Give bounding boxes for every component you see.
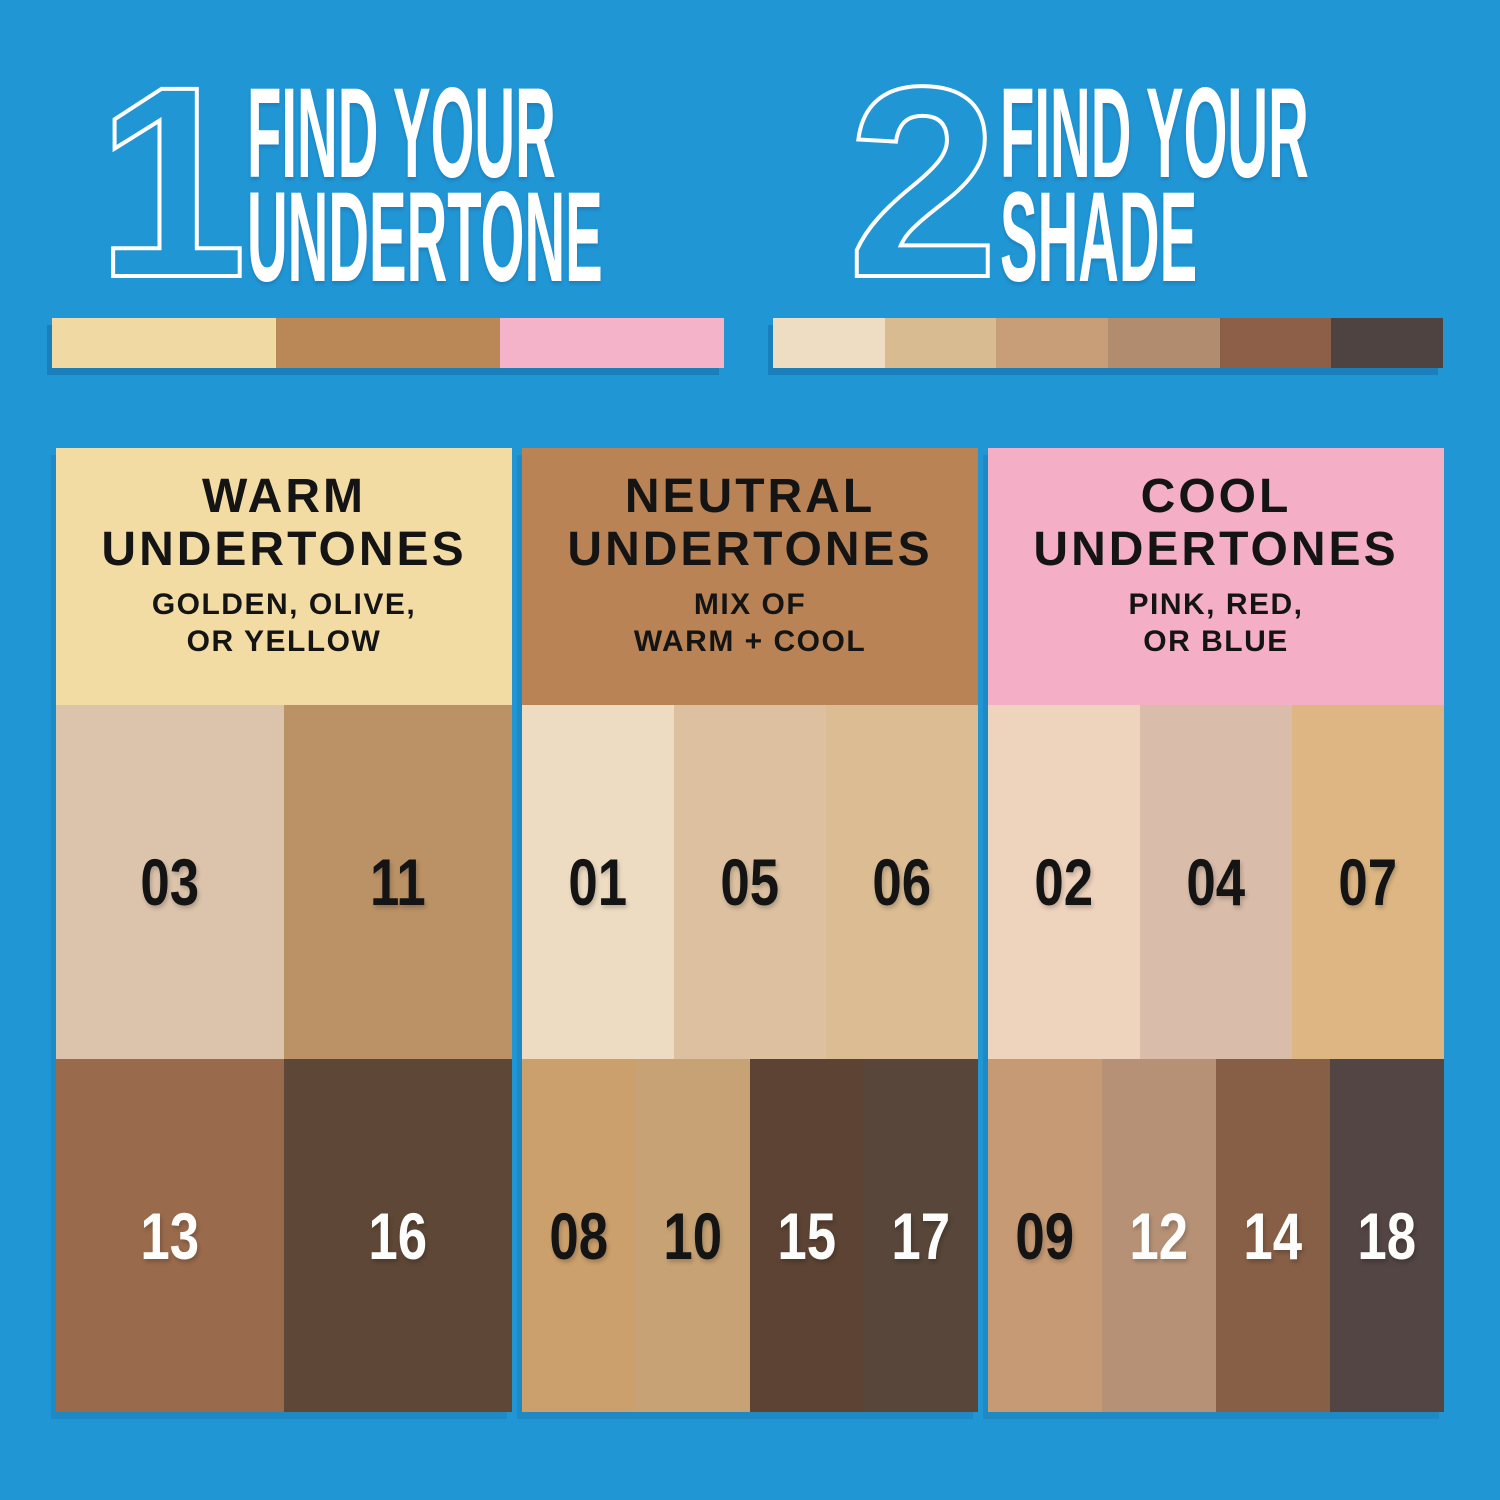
shade-swatch-16: 16: [284, 1059, 512, 1412]
undertone-strip-neutral: [276, 318, 500, 368]
warm-swatch-row-2: 13 16: [56, 1059, 512, 1412]
step-1-number: 1: [94, 30, 249, 334]
step-2-title-line2: SHADE: [1000, 166, 1198, 309]
shade-number-08: 08: [549, 1198, 609, 1273]
shade-number-15: 15: [777, 1198, 837, 1273]
cool-swatch-row-2: 09 12 14 18: [988, 1059, 1444, 1412]
column-cool-undertones: COOL UNDERTONES PINK, RED, OR BLUE 02 04…: [988, 448, 1444, 1412]
shade-number-16: 16: [368, 1198, 428, 1273]
undertone-strip-warm: [52, 318, 276, 368]
shade-strip-seg-6: [1331, 318, 1444, 368]
shade-strip-seg-1: [773, 318, 885, 368]
shade-swatch-09: 09: [988, 1059, 1102, 1412]
cool-swatch-row-1: 02 04 07: [988, 705, 1444, 1059]
shade-strip-seg-4: [1108, 318, 1220, 368]
shade-number-01: 01: [568, 845, 628, 919]
column-neutral-header: NEUTRAL UNDERTONES MIX OF WARM + COOL: [522, 448, 978, 705]
shade-swatch-03: 03: [56, 705, 284, 1059]
step-1-title-line1: FIND YOUR: [247, 62, 556, 205]
column-neutral-subtitle: MIX OF WARM + COOL: [633, 588, 867, 658]
shade-strip: [773, 318, 1444, 368]
shade-number-04: 04: [1186, 845, 1246, 919]
column-cool-title: COOL UNDERTONES: [1033, 470, 1399, 576]
shade-strip-seg-2: [884, 318, 997, 368]
shade-swatch-11: 11: [284, 705, 512, 1059]
shade-number-02: 02: [1034, 845, 1094, 919]
shade-swatch-15: 15: [750, 1059, 864, 1412]
neutral-swatch-row-1: 01 05 06: [522, 705, 978, 1059]
shade-swatch-04: 04: [1140, 705, 1292, 1059]
column-warm-title: WARM UNDERTONES: [101, 470, 467, 576]
shade-swatch-12: 12: [1102, 1059, 1216, 1412]
shade-swatch-07: 07: [1292, 705, 1444, 1059]
step-2-title-line1: FIND YOUR: [1000, 62, 1309, 205]
column-warm-header: WARM UNDERTONES GOLDEN, OLIVE, OR YELLOW: [56, 448, 512, 705]
shade-number-18: 18: [1357, 1198, 1417, 1273]
column-neutral-title: NEUTRAL UNDERTONES: [567, 470, 933, 576]
shade-strip-seg-3: [996, 318, 1109, 368]
column-cool-header: COOL UNDERTONES PINK, RED, OR BLUE: [988, 448, 1444, 705]
shade-swatch-17: 17: [864, 1059, 978, 1412]
shade-number-10: 10: [663, 1198, 723, 1273]
column-warm-subtitle: GOLDEN, OLIVE, OR YELLOW: [151, 588, 417, 658]
shade-number-03: 03: [140, 845, 200, 919]
shade-swatch-01: 01: [522, 705, 674, 1059]
column-warm-undertones: WARM UNDERTONES GOLDEN, OLIVE, OR YELLOW…: [56, 448, 512, 1412]
step-2-number: 2: [845, 30, 1000, 334]
shade-swatch-02: 02: [988, 705, 1140, 1059]
column-cool-subtitle: PINK, RED, OR BLUE: [1128, 588, 1304, 658]
shade-swatch-10: 10: [636, 1059, 750, 1412]
shade-swatch-14: 14: [1216, 1059, 1330, 1412]
column-neutral-undertones: NEUTRAL UNDERTONES MIX OF WARM + COOL 01…: [522, 448, 978, 1412]
shade-number-09: 09: [1015, 1198, 1075, 1273]
shade-number-17: 17: [891, 1198, 951, 1273]
shade-number-05: 05: [720, 845, 780, 919]
shade-number-06: 06: [872, 845, 932, 919]
shade-swatch-13: 13: [56, 1059, 284, 1412]
shade-number-14: 14: [1243, 1198, 1303, 1273]
undertone-strip: [52, 318, 724, 368]
shade-swatch-05: 05: [674, 705, 826, 1059]
shade-swatch-06: 06: [826, 705, 978, 1059]
shade-number-07: 07: [1338, 845, 1398, 919]
shade-swatch-08: 08: [522, 1059, 636, 1412]
step-1-title: FIND YOUR UNDERTONE: [247, 62, 603, 309]
shade-number-13: 13: [140, 1198, 200, 1273]
neutral-swatch-row-2: 08 10 15 17: [522, 1059, 978, 1412]
undertone-strip-cool: [500, 318, 724, 368]
shade-swatch-18: 18: [1330, 1059, 1444, 1412]
step-2-title: FIND YOUR SHADE: [1000, 62, 1309, 309]
shade-strip-seg-5: [1219, 318, 1332, 368]
warm-swatch-row-1: 03 11: [56, 705, 512, 1059]
shade-number-12: 12: [1129, 1198, 1189, 1273]
step-1-title-line2: UNDERTONE: [247, 166, 603, 309]
shade-number-11: 11: [370, 845, 426, 919]
